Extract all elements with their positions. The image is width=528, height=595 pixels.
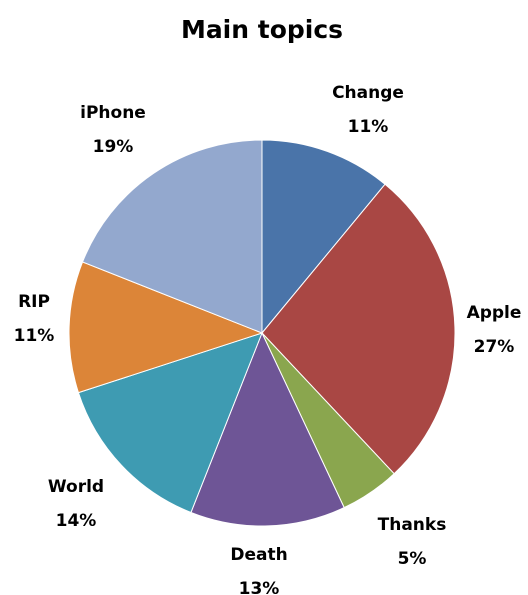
slice-percent-thanks: 5%	[398, 549, 427, 569]
slice-label-thanks: Thanks	[378, 515, 447, 535]
pie-slice-apple	[261, 183, 456, 475]
slice-label-iphone: iPhone	[80, 103, 146, 123]
slice-percent-apple: 27%	[474, 337, 515, 357]
slice-label-apple: Apple	[467, 303, 522, 323]
slice-percent-death: 13%	[239, 579, 280, 595]
chart-title: Main topics	[181, 15, 343, 44]
slice-label-rip: RIP	[18, 292, 50, 312]
slice-label-change: Change	[332, 83, 404, 103]
slice-percent-change: 11%	[348, 117, 389, 137]
pie-slice-change	[261, 139, 386, 335]
pie-slice-iphone	[81, 139, 263, 334]
slice-label-death: Death	[230, 545, 287, 565]
pie-slices	[68, 139, 456, 527]
pie-slice-rip	[68, 261, 264, 394]
slice-label-world: World	[48, 477, 104, 497]
slice-percent-rip: 11%	[14, 326, 55, 346]
pie-labels: Change 11% Apple 27% Thanks 5% Death 13% World 14…	[14, 83, 522, 595]
pie-slice-death	[190, 331, 345, 527]
slice-percent-world: 14%	[56, 511, 97, 531]
slice-percent-iphone: 19%	[93, 137, 134, 157]
